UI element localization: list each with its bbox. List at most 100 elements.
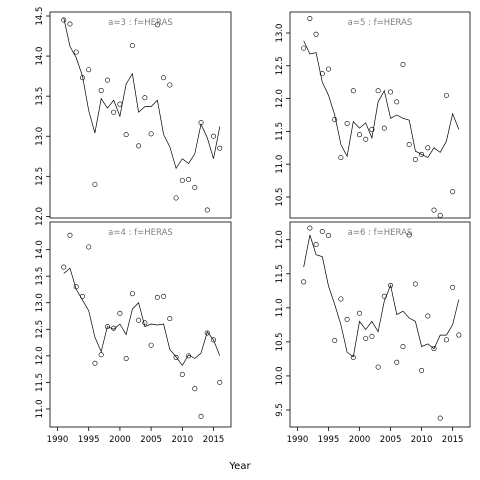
- data-point: [344, 121, 350, 127]
- data-point: [161, 293, 167, 299]
- panel-title: a=4 : f=HERAS: [108, 228, 173, 238]
- data-point: [148, 342, 154, 348]
- plot-frame: [49, 11, 232, 219]
- fitted-line: [63, 17, 221, 170]
- data-point: [394, 99, 400, 105]
- data-point: [313, 31, 319, 37]
- x-axis-label: Year: [228, 461, 251, 472]
- y-tick-label: 11.5: [275, 122, 285, 141]
- y-tick-label: 12.0: [275, 89, 285, 108]
- data-point: [117, 310, 123, 316]
- data-point: [425, 145, 431, 151]
- data-point: [363, 136, 369, 142]
- y-tick-label: 9.5: [275, 403, 285, 417]
- data-point: [301, 279, 307, 285]
- data-point: [394, 359, 400, 365]
- data-point: [319, 229, 325, 235]
- data-point: [437, 212, 443, 218]
- data-point: [357, 132, 363, 138]
- data-point: [388, 282, 394, 288]
- data-point: [217, 145, 223, 151]
- x-tick-label: 1995: [318, 435, 340, 445]
- y-tick-label: 12.0: [275, 230, 285, 249]
- data-point: [217, 379, 223, 385]
- plot-frame: [49, 221, 232, 428]
- data-point: [211, 337, 217, 343]
- data-point: [450, 284, 456, 290]
- y-tick-label: 12.5: [35, 320, 45, 339]
- x-tick-label: 2010: [171, 435, 193, 445]
- data-point: [369, 126, 375, 132]
- data-point: [450, 189, 456, 195]
- y-tick-label: 14.0: [35, 240, 45, 259]
- data-point: [161, 75, 167, 81]
- x-tick-label: 2010: [411, 435, 433, 445]
- fitted-line: [303, 234, 460, 358]
- y-tick-label: 10.5: [275, 332, 285, 351]
- y-tick-label: 12.5: [275, 56, 285, 75]
- data-point: [154, 294, 160, 300]
- data-point: [319, 71, 325, 77]
- data-point: [313, 241, 319, 247]
- data-point: [369, 333, 375, 339]
- data-point: [123, 132, 129, 138]
- x-tick-label: 1990: [287, 435, 309, 445]
- data-point: [186, 353, 192, 359]
- data-point: [338, 155, 344, 161]
- data-point: [104, 77, 110, 83]
- data-point: [67, 232, 73, 238]
- y-tick-label: 12.0: [35, 346, 45, 365]
- data-point: [192, 185, 198, 191]
- data-point: [431, 346, 437, 352]
- data-point: [79, 293, 85, 299]
- data-point: [412, 281, 418, 287]
- data-point: [375, 364, 381, 370]
- data-point: [344, 316, 350, 322]
- x-tick-label: 2005: [140, 435, 162, 445]
- y-tick-label: 10.0: [275, 366, 285, 385]
- data-point: [338, 296, 344, 302]
- data-point: [104, 324, 110, 330]
- panel-2: a=5 : f=HERAS 10.5 11.0 11.5 12.0 12.5 13.0: [275, 11, 471, 219]
- panel-3: a=4 : f=HERAS 11.0 11.5 12.0 12.5 13.0 13.5 14.…: [35, 221, 232, 445]
- data-point: [167, 82, 173, 88]
- data-point: [186, 177, 192, 183]
- data-point: [350, 355, 356, 361]
- data-point: [431, 207, 437, 213]
- data-point: [406, 232, 412, 238]
- data-point: [363, 335, 369, 341]
- panel-title: a=3 : f=HERAS: [108, 18, 173, 28]
- data-point: [73, 284, 79, 290]
- data-point: [148, 131, 154, 137]
- y-tick-label: 11.5: [35, 373, 45, 392]
- y-tick-label: 13.0: [275, 24, 285, 43]
- data-point: [61, 264, 67, 270]
- y-tick-label: 13.5: [35, 87, 45, 106]
- data-point: [204, 330, 210, 336]
- y-tick-label: 12.5: [35, 167, 45, 186]
- data-point: [111, 109, 117, 115]
- plot-frame: [289, 221, 471, 428]
- fitted-line: [303, 40, 460, 159]
- data-point: [67, 21, 73, 27]
- data-point: [179, 177, 185, 183]
- data-point: [129, 43, 135, 49]
- data-point: [419, 367, 425, 373]
- data-point: [332, 117, 338, 123]
- data-point: [173, 354, 179, 360]
- data-point: [142, 95, 148, 101]
- x-tick-label: 1995: [78, 435, 100, 445]
- data-point: [412, 157, 418, 163]
- y-tick-label: 14.5: [35, 7, 45, 26]
- data-point: [307, 16, 313, 22]
- y-tick-label: 11.0: [275, 155, 285, 174]
- data-point: [437, 415, 443, 421]
- data-point: [198, 120, 204, 126]
- data-point: [154, 22, 160, 28]
- y-tick-label: 11.0: [35, 399, 45, 418]
- data-point: [211, 133, 217, 139]
- data-point: [419, 151, 425, 157]
- data-point: [136, 143, 142, 149]
- data-point: [425, 313, 431, 319]
